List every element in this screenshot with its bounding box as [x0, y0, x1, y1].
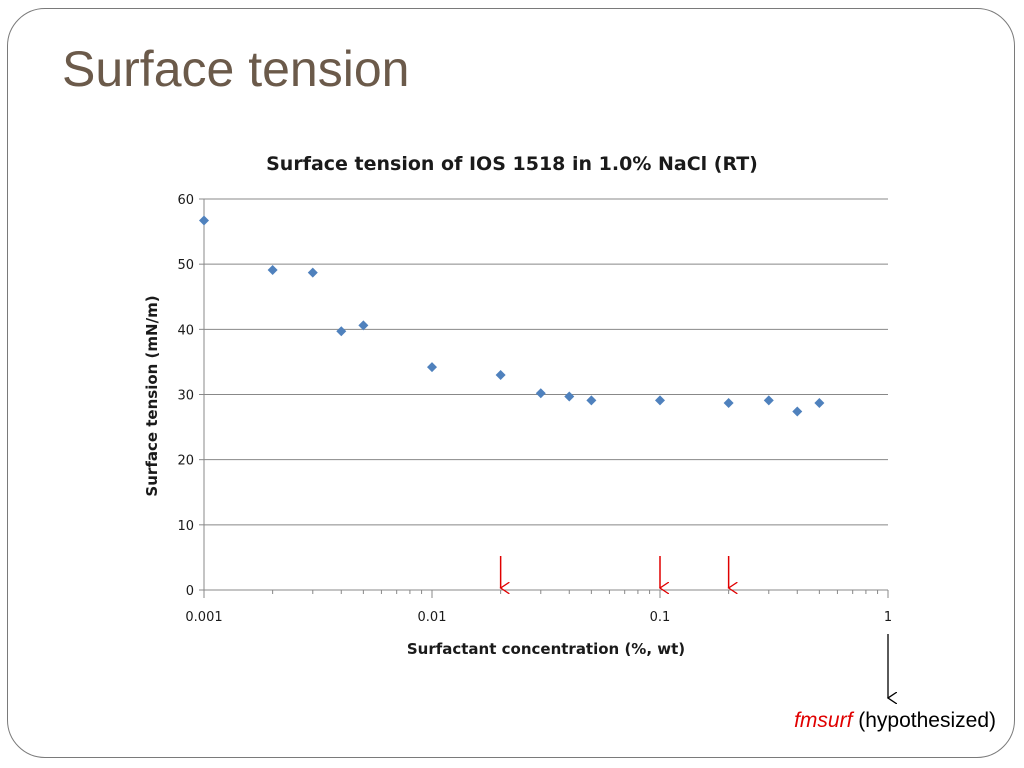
data-point	[495, 369, 506, 380]
data-point	[564, 391, 575, 402]
y-tick-label: 60	[177, 193, 194, 208]
slide-title: Surface tension	[62, 41, 410, 97]
data-point	[199, 215, 209, 226]
data-point	[792, 406, 803, 417]
y-tick-label: 0	[186, 584, 194, 599]
hypothesized-label: (hypothesized)	[852, 709, 996, 732]
data-point	[814, 397, 825, 408]
y-tick-label: 50	[177, 258, 194, 273]
data-point	[307, 267, 318, 278]
x-axis-label: Surfactant concentration (%, wt)	[407, 640, 685, 658]
y-axis-label: Surface tension (mN/m)	[143, 295, 161, 496]
data-point	[358, 320, 369, 331]
slide-frame	[7, 8, 1015, 758]
data-point	[336, 326, 347, 337]
data-point	[267, 265, 278, 276]
x-tick-label: 0.01	[418, 610, 447, 625]
x-tick-label: 0.1	[650, 610, 671, 625]
y-tick-label: 10	[177, 519, 194, 534]
data-point	[723, 397, 734, 408]
data-point	[586, 395, 597, 406]
y-tick-label: 20	[177, 454, 194, 469]
fmsurf-label: fmsurf	[794, 709, 853, 732]
data-point	[655, 395, 665, 406]
chart-title: Surface tension of IOS 1518 in 1.0% NaCl…	[266, 153, 758, 175]
data-point	[427, 362, 437, 373]
x-tick-label: 1	[884, 610, 892, 625]
fmsurf-annotation: fmsurf (hypothesized)	[794, 709, 996, 733]
data-point	[763, 395, 774, 406]
y-tick-label: 30	[177, 389, 194, 404]
y-tick-label: 40	[177, 323, 194, 338]
data-point	[535, 388, 546, 399]
x-tick-label: 0.001	[185, 610, 222, 625]
